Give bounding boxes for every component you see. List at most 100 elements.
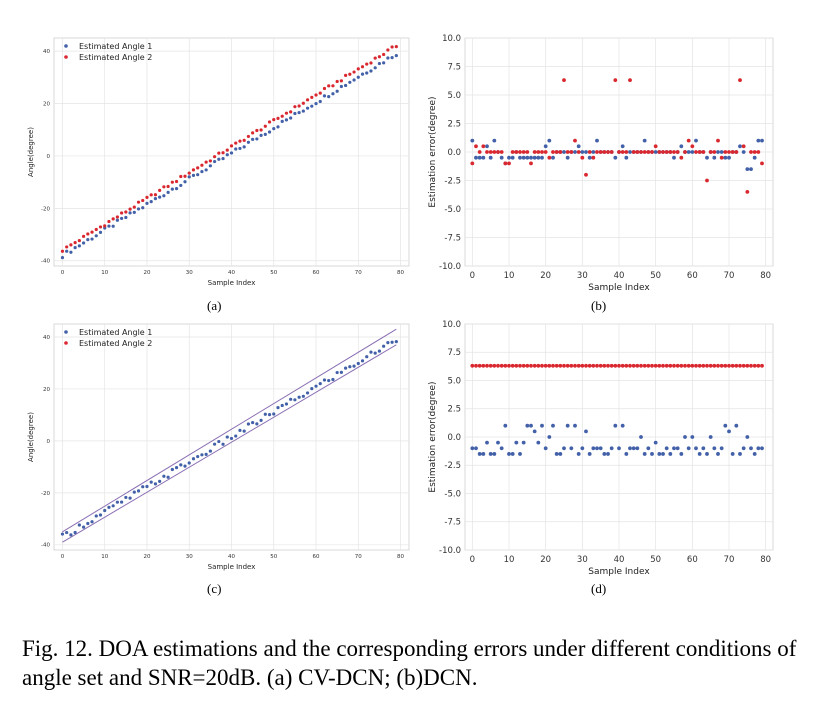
data-point-1 bbox=[477, 452, 482, 456]
data-point-1 bbox=[470, 446, 475, 451]
data-point-2 bbox=[642, 150, 647, 154]
data-point-1 bbox=[360, 359, 365, 363]
data-point-2 bbox=[145, 195, 149, 199]
subcaption-b: (b) bbox=[591, 298, 607, 313]
data-point-2 bbox=[679, 155, 684, 160]
data-point-2 bbox=[115, 215, 119, 219]
data-point-2 bbox=[242, 138, 246, 142]
data-point-1 bbox=[382, 61, 386, 65]
data-point-1 bbox=[532, 155, 537, 160]
data-point-1 bbox=[204, 452, 208, 456]
data-point-2 bbox=[712, 363, 717, 368]
data-point-2 bbox=[77, 239, 81, 243]
data-point-2 bbox=[474, 144, 478, 149]
data-point-1 bbox=[635, 446, 640, 451]
data-point-2 bbox=[297, 104, 301, 108]
data-point-1 bbox=[672, 155, 676, 160]
data-point-1 bbox=[613, 423, 618, 428]
data-point-2 bbox=[727, 150, 731, 154]
data-point-2 bbox=[225, 148, 229, 152]
data-point-1 bbox=[259, 418, 263, 422]
data-point-1 bbox=[132, 210, 136, 214]
data-point-1 bbox=[749, 167, 753, 172]
y-tick-label: -7.5 bbox=[444, 233, 461, 243]
data-point-1 bbox=[745, 435, 750, 439]
data-point-1 bbox=[642, 452, 647, 456]
data-point-1 bbox=[132, 490, 136, 494]
data-point-1 bbox=[624, 155, 629, 160]
data-point-1 bbox=[668, 452, 673, 456]
data-point-2 bbox=[536, 363, 541, 368]
data-point-2 bbox=[697, 363, 702, 368]
data-point-1 bbox=[200, 453, 204, 457]
data-point-2 bbox=[580, 155, 585, 160]
data-point-1 bbox=[657, 452, 662, 456]
data-point-1 bbox=[653, 440, 658, 445]
data-point-1 bbox=[521, 440, 526, 445]
data-point-2 bbox=[532, 363, 537, 368]
data-point-2 bbox=[631, 363, 636, 368]
data-point-2 bbox=[529, 363, 533, 368]
x-axis-label: Sample Index bbox=[588, 567, 650, 577]
data-point-1 bbox=[314, 102, 318, 106]
data-point-2 bbox=[683, 363, 687, 368]
data-point-2 bbox=[741, 363, 746, 368]
data-point-2 bbox=[60, 249, 65, 253]
data-point-1 bbox=[573, 423, 577, 428]
x-tick-label: 70 bbox=[724, 271, 735, 281]
data-point-2 bbox=[365, 62, 369, 66]
data-point-1 bbox=[305, 106, 310, 110]
data-point-2 bbox=[540, 363, 544, 368]
data-point-1 bbox=[120, 500, 124, 504]
y-tick-label: 2.5 bbox=[447, 405, 461, 415]
data-point-2 bbox=[558, 363, 563, 368]
data-point-1 bbox=[697, 452, 702, 456]
data-point-2 bbox=[73, 241, 77, 245]
data-point-1 bbox=[734, 423, 739, 428]
data-point-1 bbox=[646, 446, 651, 451]
data-point-1 bbox=[602, 452, 607, 456]
data-point-2 bbox=[120, 211, 124, 215]
x-tick-label: 30 bbox=[186, 270, 193, 276]
data-point-1 bbox=[136, 207, 141, 211]
data-point-2 bbox=[481, 363, 486, 368]
data-point-2 bbox=[576, 363, 581, 368]
x-tick-label: 20 bbox=[540, 271, 551, 281]
data-point-2 bbox=[661, 363, 665, 368]
data-point-1 bbox=[94, 514, 98, 518]
data-point-2 bbox=[730, 150, 735, 154]
data-point-2 bbox=[679, 363, 684, 368]
data-point-2 bbox=[705, 363, 709, 368]
legend-label-2: Estimated Angle 2 bbox=[79, 339, 152, 348]
data-point-2 bbox=[727, 363, 731, 368]
y-tick-label: 0.0 bbox=[447, 433, 461, 443]
data-point-2 bbox=[657, 363, 662, 368]
data-point-1 bbox=[251, 420, 255, 425]
data-point-1 bbox=[242, 429, 246, 433]
data-point-1 bbox=[639, 435, 643, 439]
x-tick-label: 10 bbox=[504, 271, 515, 281]
data-point-1 bbox=[642, 138, 647, 143]
data-point-2 bbox=[293, 105, 297, 109]
data-point-1 bbox=[77, 244, 81, 248]
data-point-2 bbox=[551, 363, 555, 368]
data-point-2 bbox=[653, 144, 658, 149]
data-point-2 bbox=[624, 150, 629, 154]
data-point-2 bbox=[318, 91, 322, 95]
data-point-1 bbox=[81, 241, 86, 245]
data-point-1 bbox=[690, 435, 695, 439]
data-point-1 bbox=[650, 452, 654, 456]
data-point-1 bbox=[293, 398, 297, 402]
y-tick-label: 0.0 bbox=[447, 148, 461, 158]
data-point-1 bbox=[297, 110, 301, 115]
y-tick-label: -40 bbox=[41, 543, 50, 549]
data-point-1 bbox=[738, 452, 742, 456]
data-point-1 bbox=[382, 344, 386, 348]
data-point-2 bbox=[149, 193, 153, 197]
data-point-1 bbox=[679, 144, 684, 149]
x-tick-label: 10 bbox=[101, 270, 108, 276]
data-point-1 bbox=[136, 489, 141, 493]
data-point-1 bbox=[297, 395, 301, 399]
y-tick-label: -7.5 bbox=[444, 518, 461, 528]
data-point-1 bbox=[305, 391, 310, 395]
